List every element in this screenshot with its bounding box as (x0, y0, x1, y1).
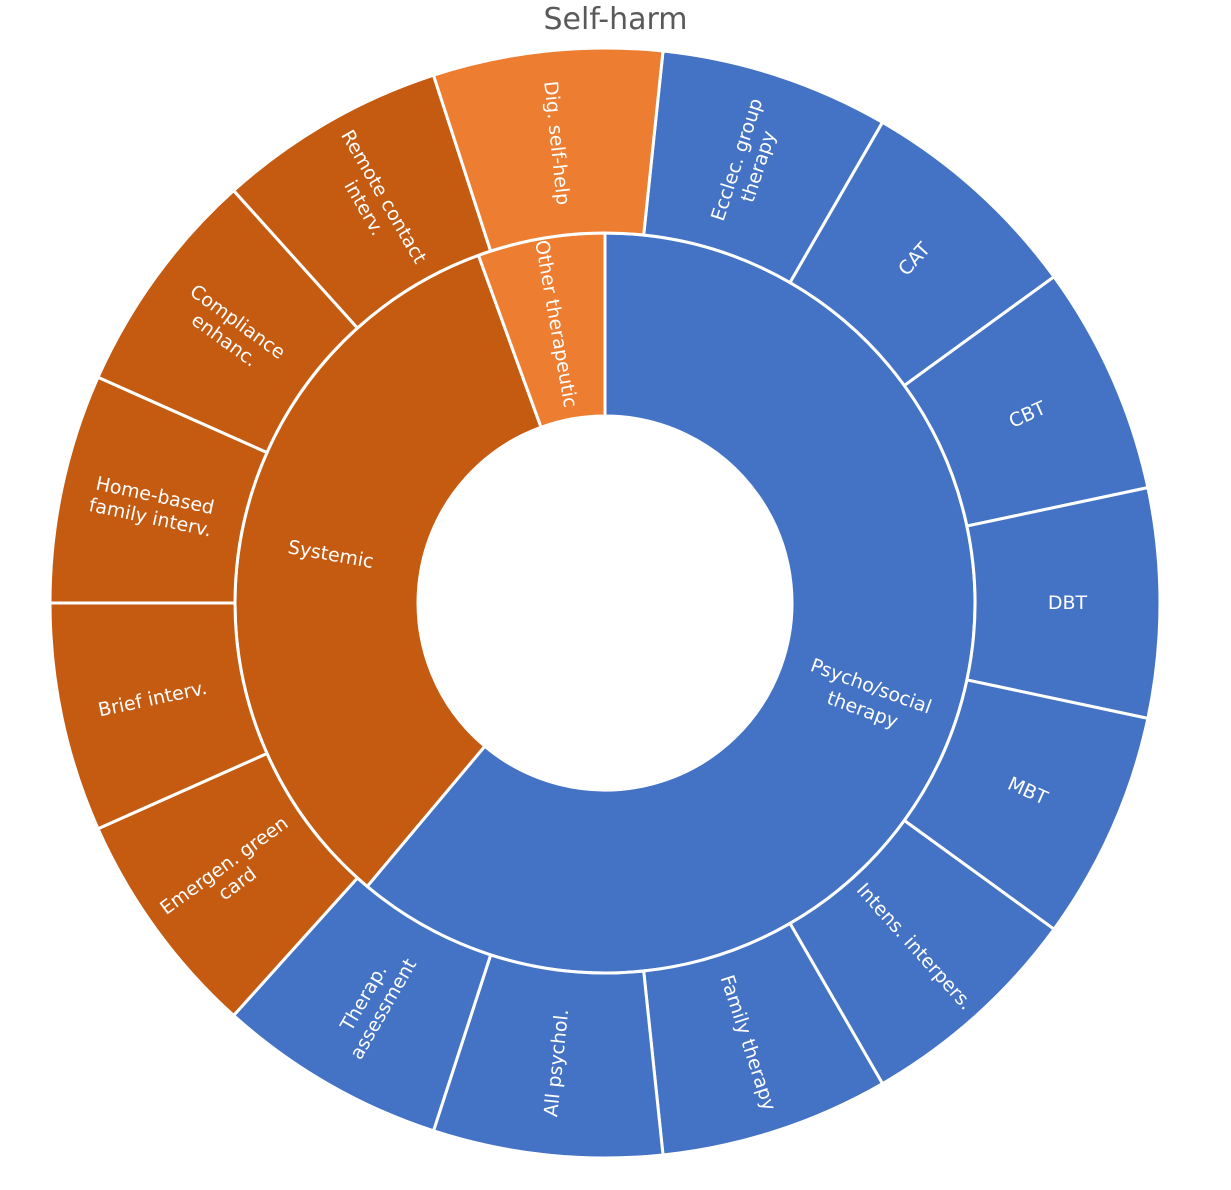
center-hole (419, 417, 791, 789)
chart-title: Self-harm (543, 2, 688, 37)
outer-label-dbt: DBT (1048, 592, 1088, 614)
outer-segment-dig-self-help (431, 46, 665, 253)
